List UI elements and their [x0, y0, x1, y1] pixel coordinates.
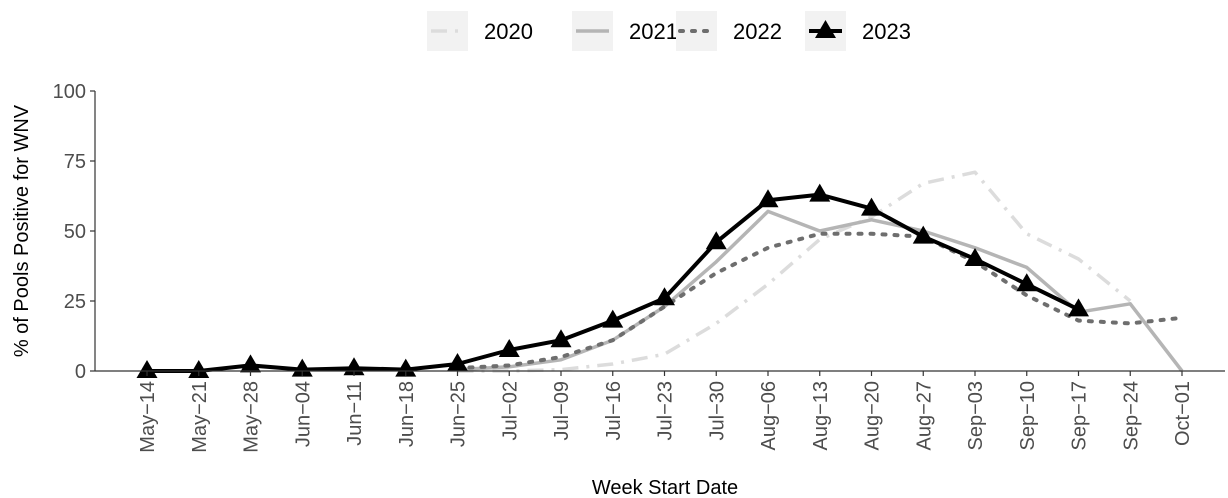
- x-axis-title: Week Start Date: [592, 477, 738, 498]
- data-point-2023: [498, 339, 520, 357]
- x-tick-label: Aug−13: [810, 381, 832, 451]
- data-point-2023: [188, 360, 210, 378]
- x-tick-label: May−14: [137, 381, 159, 453]
- x-tick-label: May−28: [241, 381, 263, 453]
- x-tick-label: Jun−25: [448, 381, 470, 447]
- legend-label-2020: 2020: [484, 19, 533, 44]
- data-point-2023: [602, 309, 624, 328]
- series-line-2022: [455, 231, 1184, 371]
- data-point-2023: [1068, 298, 1089, 317]
- y-tick-label: 25: [64, 291, 86, 313]
- data-point-2023: [705, 231, 727, 250]
- x-tick-label: Jun−04: [292, 381, 314, 447]
- data-point-2023: [964, 248, 986, 266]
- data-point-2023: [550, 329, 572, 348]
- x-tick-label: Aug−20: [862, 381, 884, 451]
- x-tick-label: Jun−18: [396, 381, 418, 447]
- data-point-2023: [757, 189, 779, 208]
- data-point-2023: [912, 225, 934, 244]
- data-point-2023: [1016, 273, 1038, 292]
- axes: [94, 91, 1225, 372]
- series-line-2020: [457, 170, 1132, 373]
- x-tick-label: Jun−11: [344, 381, 366, 446]
- y-ticks: 0 25 50 75 100: [53, 81, 95, 383]
- legend: 2020 2021 2022 2023: [427, 11, 911, 51]
- x-tick-label: Jul−30: [706, 381, 728, 441]
- x-tick-label: Sep−10: [1017, 381, 1039, 451]
- data-point-2023: [861, 197, 882, 216]
- y-axis-title: % of Pools Positive for WNV: [11, 104, 33, 357]
- x-tick-label: Aug−27: [913, 381, 935, 451]
- x-tick-label: Aug−06: [758, 381, 780, 451]
- legend-marker-2023: [815, 20, 836, 38]
- y-tick-label: 100: [53, 81, 86, 103]
- data-point-2023: [136, 360, 158, 378]
- data-point-2023: [240, 354, 261, 373]
- y-tick-label: 50: [64, 221, 86, 243]
- legend-label-2021: 2021: [629, 19, 678, 44]
- plot-lines: [136, 170, 1184, 378]
- legend-label-2023: 2023: [862, 19, 911, 44]
- data-point-2023: [291, 358, 313, 377]
- data-point-2023: [395, 358, 417, 377]
- data-point-2023: [447, 353, 468, 371]
- x-tick-label: Jul−02: [499, 381, 521, 441]
- x-tick-label: Oct−01: [1172, 381, 1194, 446]
- data-point-2023: [654, 287, 675, 306]
- series-line-2023: [147, 192, 1080, 373]
- legend-label-2022: 2022: [733, 19, 782, 44]
- data-point-2023: [809, 183, 831, 202]
- x-tick-label: Jul−16: [603, 381, 625, 441]
- x-tick-label: Jul−23: [655, 381, 677, 441]
- x-tick-label: Jul−09: [551, 381, 573, 441]
- x-tick-label: Sep−24: [1120, 381, 1142, 451]
- x-tick-label: May−21: [189, 381, 211, 453]
- y-tick-label: 75: [64, 151, 86, 173]
- y-tick-label: 0: [75, 361, 86, 383]
- x-ticks: May−14 May−21 May−28 Jun−04 Jun−11 Jun−18 Jun−…: [137, 371, 1194, 453]
- x-tick-label: Sep−17: [1069, 381, 1091, 451]
- x-tick-label: Sep−03: [965, 381, 987, 451]
